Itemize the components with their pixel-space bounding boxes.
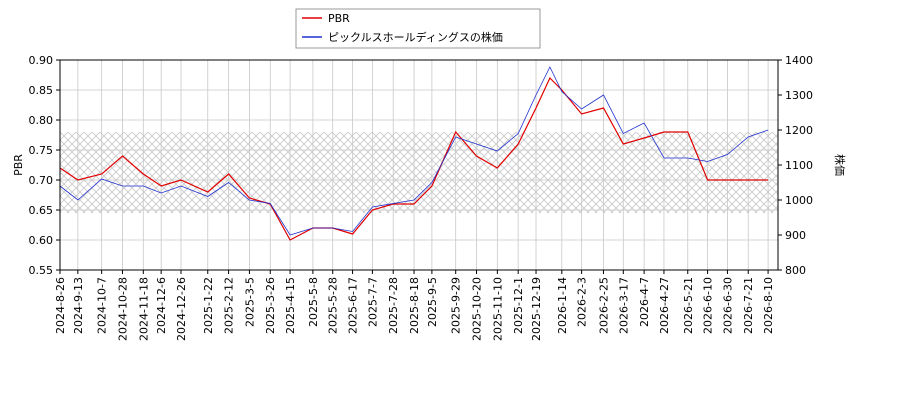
- x-tick-label: 2026-5-21: [682, 277, 695, 334]
- y2-tick-label: 1000: [785, 194, 813, 207]
- x-tick-label: 2025-10-20: [471, 277, 484, 341]
- x-tick-label: 2025-2-12: [223, 277, 236, 334]
- x-tick-label: 2024-12-6: [155, 277, 168, 334]
- x-tick-label: 2024-8-26: [54, 277, 67, 334]
- y2-tick-label: 1100: [785, 159, 813, 172]
- y2-tick-label: 1200: [785, 124, 813, 137]
- x-tick-label: 2026-1-14: [556, 277, 569, 334]
- y-tick-label: 0.80: [29, 114, 54, 127]
- x-tick-label: 2025-12-1: [512, 277, 525, 334]
- legend-box: [295, 8, 541, 49]
- x-tick-label: 2024-10-7: [96, 277, 109, 334]
- series-line: [59, 66, 769, 236]
- x-tick-label: 2026-2-3: [576, 277, 589, 327]
- x-tick-label: 2025-9-5: [426, 277, 439, 327]
- x-tick-label: 2025-4-15: [284, 277, 297, 334]
- x-tick-label: 2026-7-21: [742, 277, 755, 334]
- y-tick-label: 0.75: [29, 144, 54, 157]
- y2-axis-label: 株価: [833, 154, 847, 176]
- shaded-range: [60, 132, 778, 213]
- x-tick-label: 2026-4-27: [658, 277, 671, 334]
- legend-label: ピックルスホールディングスの株価: [328, 30, 503, 44]
- x-tick-label: 2025-9-29: [450, 277, 463, 334]
- y-tick-label: 0.60: [29, 234, 54, 247]
- x-tick-label: 2025-3-5: [243, 277, 256, 327]
- x-tick-label: 2025-5-8: [307, 277, 320, 327]
- y2-tick-label: 1400: [785, 54, 813, 67]
- x-tick-label: 2024-12-26: [175, 277, 188, 341]
- x-tick-label: 2025-7-28: [387, 277, 400, 334]
- y2-tick-label: 1300: [785, 89, 813, 102]
- y-tick-label: 0.70: [29, 174, 54, 187]
- x-tick-label: 2025-12-19: [530, 277, 543, 341]
- x-tick-label: 2025-8-18: [408, 277, 421, 334]
- x-tick-label: 2026-3-17: [617, 277, 630, 334]
- y-axis-label: PBR: [12, 154, 25, 176]
- y2-tick-label: 900: [785, 229, 806, 242]
- x-tick-label: 2024-11-18: [137, 277, 150, 341]
- series-line: [59, 76, 769, 241]
- y-tick-label: 0.65: [29, 204, 54, 217]
- plot-frame: [59, 59, 779, 271]
- x-tick-label: 2026-2-25: [597, 277, 610, 334]
- y-tick-label: 0.55: [29, 264, 54, 277]
- x-tick-label: 2025-3-26: [264, 277, 277, 334]
- legend: PBR ピックルスホールディングスの株価: [295, 8, 541, 49]
- x-tick-label: 2025-6-17: [347, 277, 360, 334]
- x-tick-label: 2024-10-28: [116, 277, 129, 341]
- x-tick-label: 2026-4-7: [638, 277, 651, 327]
- x-tick-label: 2025-7-7: [366, 277, 379, 327]
- x-tick-label: 2024-9-13: [72, 277, 85, 334]
- x-tick-label: 2026-6-30: [721, 277, 734, 334]
- x-tick-label: 2025-1-22: [202, 277, 215, 334]
- legend-label: PBR: [328, 12, 350, 25]
- y-tick-label: 0.85: [29, 84, 54, 97]
- x-tick-label: 2026-8-10: [762, 277, 775, 334]
- y-tick-label: 0.90: [29, 54, 54, 67]
- x-tick-label: 2026-6-10: [702, 277, 715, 334]
- y2-tick-label: 800: [785, 264, 806, 277]
- x-tick-label: 2025-11-10: [491, 277, 504, 341]
- x-tick-label: 2025-5-28: [327, 277, 340, 334]
